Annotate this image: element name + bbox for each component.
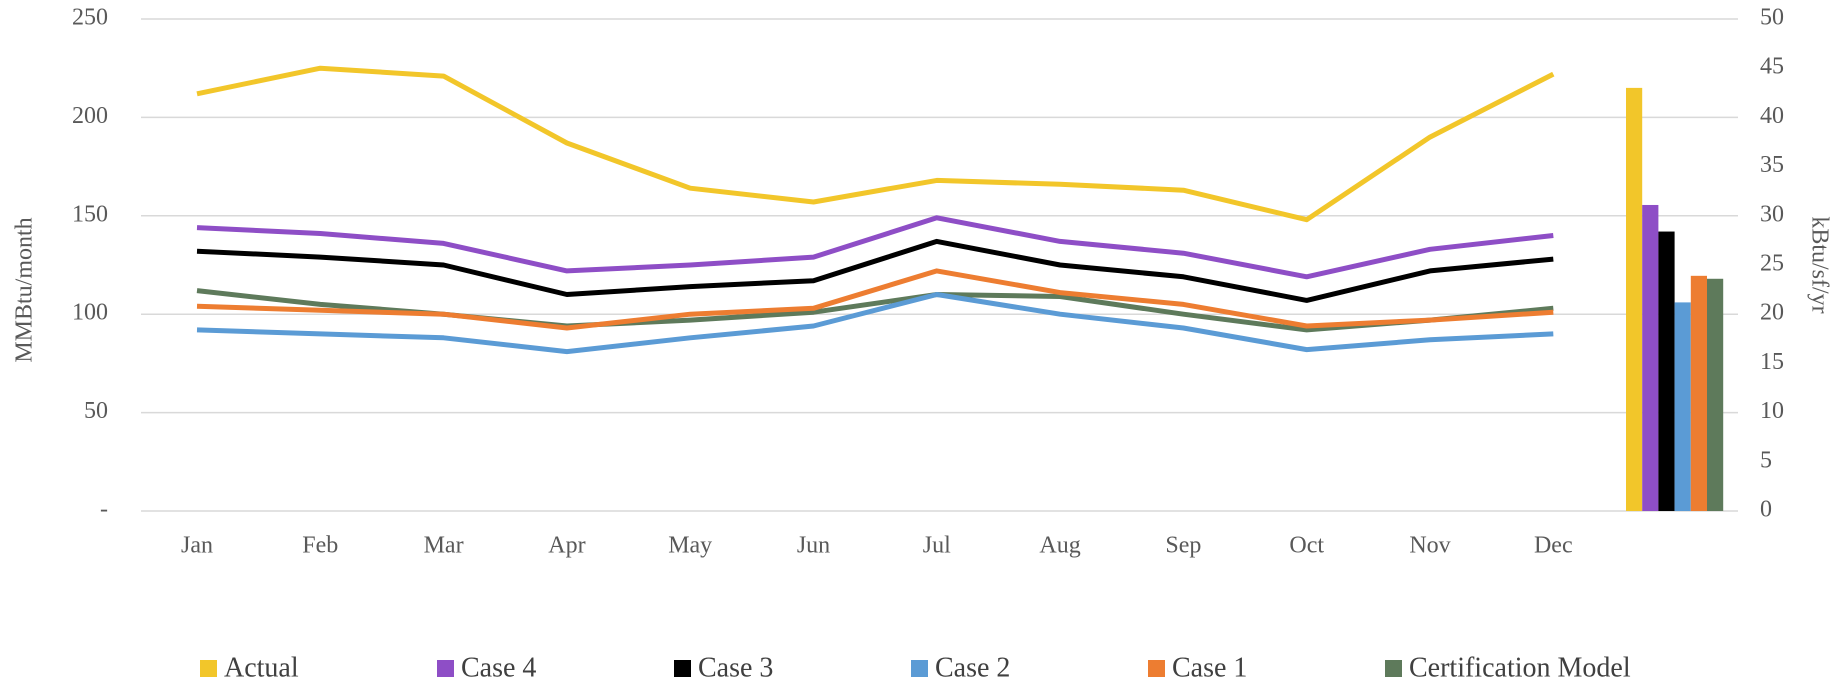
annual-bar (1690, 275, 1707, 511)
x-tick-label: Feb (302, 533, 338, 559)
series-line (196, 268, 1554, 331)
x-tick-label: Mar (424, 533, 464, 559)
legend-swatch (437, 660, 454, 677)
legend-label: Case 3 (698, 652, 773, 683)
y2-tick-label: 20 (1760, 300, 1784, 326)
y2-tick-label: 50 (1760, 5, 1784, 31)
x-tick-label: Aug (1039, 533, 1080, 559)
legend-label: Case 4 (461, 652, 536, 683)
y2-tick-label: 0 (1760, 497, 1772, 523)
series-line (196, 292, 1554, 355)
annual-bar (1626, 87, 1643, 511)
y2-tick-label: 25 (1760, 251, 1784, 277)
legend-label: Certification Model (1409, 652, 1631, 683)
x-tick-label: Oct (1289, 533, 1324, 559)
legend-swatch (1385, 660, 1402, 677)
y-tick-label: 250 (72, 5, 108, 31)
x-tick-label: Nov (1409, 533, 1450, 559)
y-tick-label: 50 (84, 398, 108, 424)
annual-bar (1674, 302, 1691, 511)
series-line (196, 65, 1555, 223)
y-tick-label: 200 (72, 103, 108, 129)
y2-tick-label: 5 (1760, 447, 1772, 473)
y2-tick-label: 10 (1760, 398, 1784, 424)
x-tick-label: Jul (923, 533, 951, 559)
y2-tick-label: 15 (1760, 349, 1784, 375)
x-tick-label: Jan (181, 533, 213, 559)
legend-swatch (674, 660, 691, 677)
y2-tick-label: 40 (1760, 103, 1784, 129)
y2-tick-label: 45 (1760, 54, 1784, 80)
annual-bar (1707, 278, 1724, 511)
y2-axis-label: kBtu/sf/yr (1806, 216, 1832, 313)
legend-label: Case 2 (935, 652, 1010, 683)
annual-bar (1642, 204, 1659, 511)
x-tick-label: May (668, 533, 712, 559)
x-tick-label: Dec (1534, 533, 1573, 559)
series-line (196, 215, 1554, 280)
y2-tick-label: 35 (1760, 152, 1784, 178)
legend-label: Actual (224, 652, 299, 683)
y-tick-label: 150 (72, 201, 108, 227)
y-axis-label: MMBtu/month (12, 217, 38, 362)
marks (196, 65, 1724, 511)
annual-bar (1658, 231, 1675, 511)
x-tick-label: Apr (548, 533, 585, 559)
legend-swatch (200, 660, 217, 677)
legend-label: Case 1 (1172, 652, 1247, 683)
series-line (196, 238, 1554, 303)
legend-swatch (1148, 660, 1165, 677)
legend: Actual Case 4 Case 3 Case 2 Case 1 Certificat… (200, 652, 1631, 683)
y-tick-label: - (100, 497, 108, 523)
y2-tick-label: 30 (1760, 201, 1784, 227)
x-tick-label: Sep (1165, 533, 1201, 559)
y-tick-label: 100 (72, 300, 108, 326)
legend-swatch (911, 660, 928, 677)
x-tick-label: Jun (797, 533, 830, 559)
